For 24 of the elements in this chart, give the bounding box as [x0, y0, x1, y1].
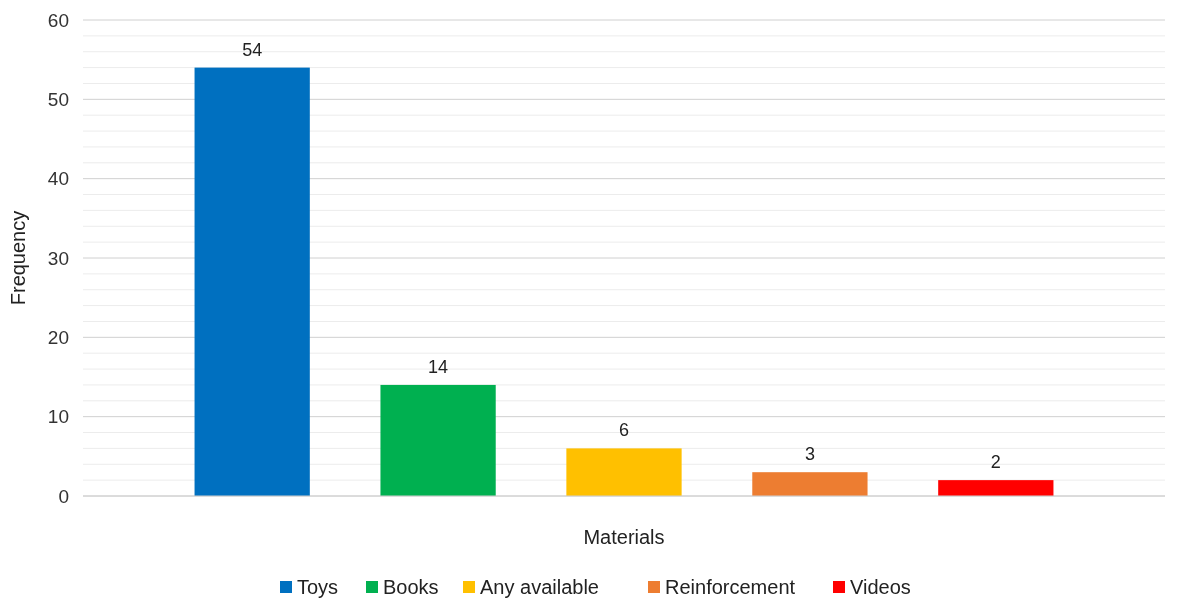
y-tick-label: 60	[47, 9, 69, 31]
data-label: 54	[242, 39, 263, 60]
y-axis-title: Frequency	[7, 210, 29, 306]
data-label: 3	[804, 444, 815, 465]
bar	[938, 480, 1054, 496]
legend-label: Any available	[480, 576, 599, 598]
legend-label: Toys	[297, 576, 339, 598]
bar	[566, 448, 682, 496]
legend-label: Reinforcement	[665, 576, 796, 598]
bar	[752, 472, 868, 496]
y-tick-label: 50	[47, 88, 69, 110]
y-tick-label: 30	[47, 247, 69, 269]
y-tick-label: 10	[47, 406, 69, 428]
y-tick-label: 0	[58, 485, 69, 507]
data-label: 2	[990, 452, 1001, 473]
legend-label: Books	[383, 576, 439, 598]
bar	[380, 384, 496, 496]
data-label: 6	[618, 420, 630, 441]
y-tick-label: 40	[47, 168, 69, 190]
x-axis-title: Materials	[583, 526, 665, 548]
legend-label: Videos	[850, 576, 911, 598]
data-label: 14	[428, 356, 449, 377]
bar	[194, 67, 310, 496]
y-tick-label: 20	[47, 326, 69, 348]
